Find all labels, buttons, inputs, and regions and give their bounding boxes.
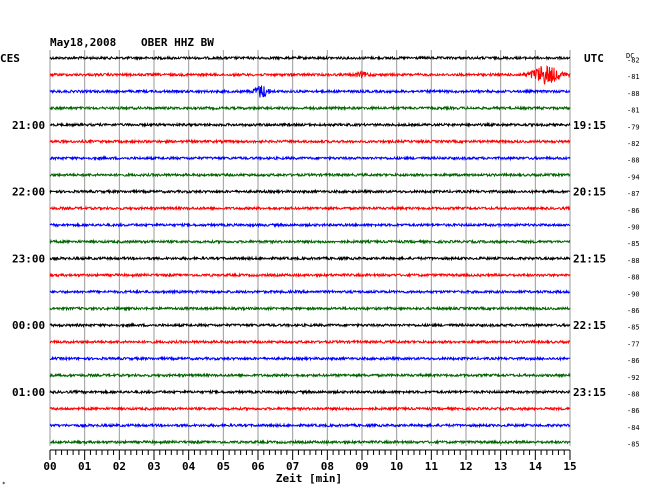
- x-tick-label: 03: [147, 460, 160, 473]
- seismic-trace: [49, 188, 571, 195]
- seismic-trace: [49, 171, 571, 178]
- dc-offset-label: -81: [627, 73, 640, 81]
- seismic-trace: [49, 121, 571, 128]
- right-timezone-label: UTC: [584, 52, 604, 65]
- date-label: May18,2008: [50, 36, 116, 49]
- dc-offset-label: -90: [627, 224, 640, 232]
- x-tick-label: 07: [286, 460, 299, 473]
- right-time-label: 23:15: [573, 386, 606, 399]
- seismic-trace: [49, 271, 571, 279]
- seismic-trace: [49, 438, 571, 446]
- x-tick-label: 06: [251, 460, 265, 473]
- right-time-label: 21:15: [573, 252, 606, 265]
- dc-offset-label: -86: [627, 357, 640, 365]
- seismic-trace: [49, 238, 571, 245]
- x-tick-label: 05: [217, 460, 230, 473]
- x-tick-label: 01: [78, 460, 92, 473]
- dc-offset-label: -86: [627, 307, 640, 315]
- x-tick-label: 04: [182, 460, 196, 473]
- left-time-label: 01:00: [12, 386, 45, 399]
- dc-offset-label: -88: [627, 157, 640, 165]
- dc-offset-label: -92: [627, 374, 640, 382]
- dc-offset-label: -86: [627, 207, 640, 215]
- dc-offset-label: -88: [627, 391, 640, 399]
- seismic-trace: [49, 405, 571, 412]
- x-axis-label: Zeit [min]: [276, 472, 342, 485]
- station-label: OBER HHZ BW: [141, 36, 214, 49]
- dc-offset-label: -82: [627, 57, 640, 65]
- right-time-label: 20:15: [573, 186, 606, 199]
- x-tick-label: 00: [43, 460, 56, 473]
- seismic-trace: [49, 355, 571, 362]
- seismic-trace: [49, 372, 571, 379]
- left-timezone-label: CES: [0, 52, 20, 65]
- x-tick-label: 15: [563, 460, 576, 473]
- dc-offset-label: -94: [627, 173, 640, 181]
- x-tick-label: 14: [529, 460, 543, 473]
- x-tick-label: 09: [355, 460, 368, 473]
- dc-offset-label: -79: [627, 123, 640, 131]
- left-time-labels: 21:00 22:00 23:00 00:00 01:00: [12, 119, 45, 399]
- dc-offset-label: -85: [627, 441, 640, 449]
- dc-offset-label: -88: [627, 257, 640, 265]
- seismic-trace: [49, 65, 571, 85]
- left-time-label: 23:00: [12, 252, 45, 265]
- seismic-trace: [49, 322, 571, 329]
- minute-grid: [49, 50, 571, 446]
- seismic-trace: [49, 305, 571, 312]
- dc-offset-label: -77: [627, 340, 640, 348]
- seismic-trace: [49, 85, 571, 98]
- seismic-trace: [49, 105, 571, 112]
- seismic-trace: [49, 155, 571, 162]
- dc-offset-label: -81: [627, 107, 640, 115]
- right-time-label: 19:15: [573, 119, 606, 132]
- dc-offset-labels: -82 -81 -88 -81 -79 -82 -88 -94 -87 -86 -90 -85 -88 -…: [627, 57, 640, 449]
- x-tick-label: 02: [113, 460, 126, 473]
- right-time-label: 22:15: [573, 319, 606, 332]
- dc-offset-label: -85: [627, 324, 640, 332]
- dc-offset-label: -90: [627, 290, 640, 298]
- dc-offset-label: -88: [627, 90, 640, 98]
- dc-offset-label: -86: [627, 407, 640, 415]
- x-tick-label: 08: [321, 460, 334, 473]
- x-axis: 00 01 02 03 04 05 06 07 08 09 10 11 12 13 14 15: [43, 449, 577, 473]
- x-tick-label: 13: [494, 460, 507, 473]
- seismic-trace: [49, 422, 571, 429]
- seismic-trace: [49, 138, 571, 145]
- seismic-trace: [49, 388, 571, 396]
- dc-offset-label: -85: [627, 240, 640, 248]
- seismic-trace: [49, 255, 571, 262]
- x-tick-label: 12: [459, 460, 472, 473]
- seismic-trace: [49, 288, 571, 295]
- left-time-label: 21:00: [12, 119, 45, 132]
- dc-offset-label: -82: [627, 140, 640, 148]
- dc-offset-label: -84: [627, 424, 640, 432]
- seismic-trace: [49, 54, 571, 62]
- seismic-trace: [49, 221, 571, 229]
- dc-header-label: DC: [626, 52, 634, 60]
- left-time-label: 00:00: [12, 319, 45, 332]
- corner-mark: *: [2, 481, 6, 488]
- right-time-labels: 19:15 20:15 21:15 22:15 23:15: [573, 119, 606, 399]
- seismic-trace: [49, 338, 571, 345]
- seismic-trace: [49, 205, 571, 212]
- x-tick-label: 11: [425, 460, 439, 473]
- dc-offset-label: -87: [627, 190, 640, 198]
- x-tick-label: 10: [390, 460, 403, 473]
- trace-group: [49, 54, 571, 446]
- left-time-label: 22:00: [12, 186, 45, 199]
- dc-offset-label: -88: [627, 274, 640, 282]
